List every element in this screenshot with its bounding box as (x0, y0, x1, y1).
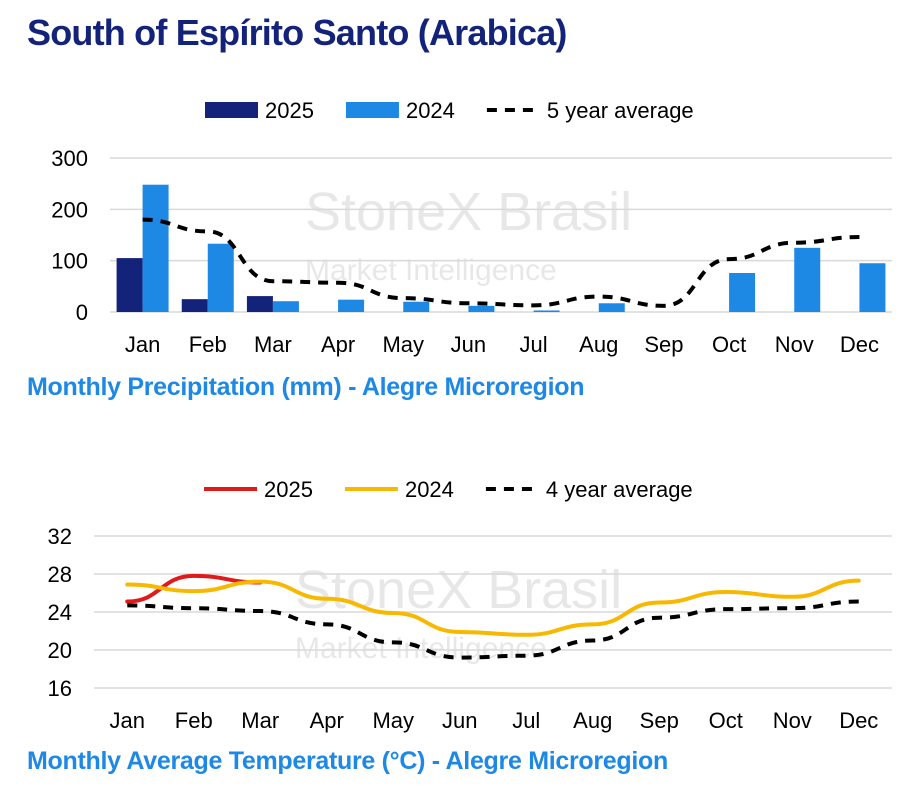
temp-legend-label-4-year-average: 4 year average (546, 477, 693, 502)
precip-x-tick-label: Mar (254, 332, 292, 357)
temp-watermark-line2: Market Intelligence (295, 632, 547, 665)
precip-x-tick-label: Sep (644, 332, 683, 357)
precip-bar-2024 (598, 303, 625, 312)
precip-y-tick-label: 0 (76, 300, 88, 325)
temp-legend: 2025 2024 4 year average (204, 477, 693, 502)
precip-legend-label-2025: 2025 (265, 98, 314, 123)
temp-x-tick-label: Feb (175, 708, 213, 733)
temperature-caption: Monthly Average Temperature (°C) - Alegr… (27, 747, 668, 775)
precip-x-tick-label: Feb (189, 332, 227, 357)
precip-y-tick-label: 300 (51, 146, 88, 171)
precip-x-tick-label: Aug (579, 332, 618, 357)
temp-line-2024 (125, 578, 861, 637)
precip-bar-2024 (403, 301, 430, 312)
precip-bar-2024 (207, 243, 234, 312)
precip-legend-swatch-2024 (345, 102, 399, 118)
precip-bar-2024 (533, 310, 560, 312)
temp-watermark-line1: StoneX Brasil (295, 560, 622, 620)
precip-x-tick-label: Jun (451, 332, 486, 357)
precip-bar-2025 (181, 299, 208, 312)
precip-bar-2024 (794, 247, 821, 312)
temp-y-tick-label: 16 (48, 676, 72, 701)
precip-bar-2024 (859, 263, 886, 312)
precip-watermark: StoneX Brasil Market Intelligence (305, 182, 632, 287)
precip-x-tick-label: Jul (520, 332, 548, 357)
temp-x-tick-label: Nov (773, 708, 812, 733)
precip-x-tick-label: Dec (840, 332, 879, 357)
precip-bar-2024 (272, 301, 299, 312)
precip-bar-2024 (468, 305, 495, 312)
precip-line-5-year-average (142, 217, 860, 308)
precip-y-tick-label: 200 (51, 197, 88, 222)
temp-y-tick-label: 24 (48, 600, 72, 625)
temp-line-2025 (125, 573, 263, 604)
precip-legend-swatch-2025 (205, 102, 258, 118)
temp-x-tick-label: Oct (709, 708, 743, 733)
precip-watermark-line2: Market Intelligence (305, 254, 557, 287)
precip-x-tick-label: May (382, 332, 424, 357)
temp-legend-label-2025: 2025 (264, 477, 313, 502)
page-title: South of Espírito Santo (Arabica) (27, 12, 567, 53)
precip-bar-2024 (338, 299, 365, 312)
precip-x-tick-label: Oct (712, 332, 746, 357)
precip-x-tick-label: Jan (125, 332, 160, 357)
precip-x-tick-label: Nov (775, 332, 814, 357)
precip-watermark-line1: StoneX Brasil (305, 182, 632, 242)
precipitation-chart: StoneX Brasil Market Intelligence 0 100 200 3… (51, 98, 892, 357)
temp-watermark: StoneX Brasil Market Intelligence (295, 560, 622, 665)
temp-y-tick-label: 28 (48, 562, 72, 587)
temp-x-tick-label: Jul (512, 708, 540, 733)
temp-legend-label-2024: 2024 (405, 477, 454, 502)
precip-legend-label-5-year-average: 5 year average (547, 98, 694, 123)
temp-x-tick-label: Apr (310, 708, 344, 733)
temp-y-tick-label: 20 (48, 638, 72, 663)
temp-line-4-year-average (127, 599, 859, 660)
precip-legend: 2025 2024 5 year average (205, 98, 694, 123)
temp-x-tick-label: Dec (839, 708, 878, 733)
temp-x-tick-label: May (372, 708, 414, 733)
precip-y-tick-label: 100 (51, 249, 88, 274)
precip-bar-2025 (116, 258, 143, 312)
precip-bar-2025 (246, 296, 273, 312)
precip-legend-label-2024: 2024 (406, 98, 455, 123)
precip-x-tick-label: Apr (321, 332, 355, 357)
temp-y-tick-label: 32 (48, 524, 72, 549)
precip-bar-2024 (729, 272, 756, 312)
temp-x-tick-label: Jun (442, 708, 477, 733)
temp-x-tick-label: Jan (110, 708, 145, 733)
precipitation-caption: Monthly Precipitation (mm) - Alegre Micr… (27, 373, 585, 401)
precip-bar-2024 (142, 184, 169, 312)
temp-x-tick-label: Sep (640, 708, 679, 733)
temp-x-tick-label: Mar (241, 708, 279, 733)
temp-x-tick-label: Aug (573, 708, 612, 733)
